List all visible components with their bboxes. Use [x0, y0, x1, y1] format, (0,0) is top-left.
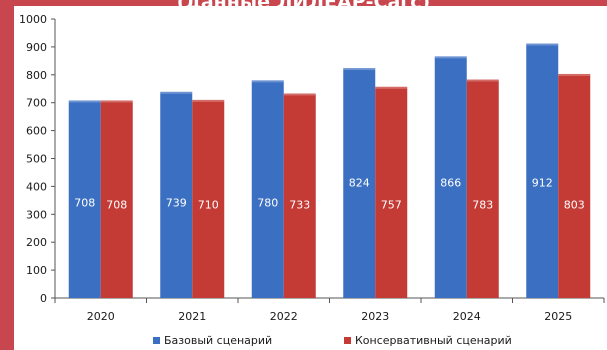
bar-highlight — [343, 68, 376, 71]
legend-swatch — [153, 337, 160, 344]
data-label: 708 — [74, 197, 95, 210]
bar-highlight — [160, 91, 193, 94]
x-tick-label: 2022 — [270, 310, 298, 323]
y-tick-label: 0 — [40, 292, 47, 305]
bar-highlight — [100, 100, 133, 103]
y-tick-label: 700 — [26, 97, 47, 110]
bar-highlight — [434, 56, 467, 59]
bar-conservative — [100, 100, 133, 298]
bar-highlight — [283, 93, 316, 96]
y-tick-label: 600 — [26, 125, 47, 138]
bar-highlight — [68, 100, 101, 103]
chart-panel: 0 100 200 300 400 500 600 700 800 900 1000 2020 202… — [14, 6, 607, 350]
data-label: 780 — [257, 197, 278, 210]
y-tick-label: 900 — [26, 41, 47, 54]
bars: 708 708 739 710 780 733 824 757 866 783 912 803 — [68, 43, 591, 298]
bar-base — [434, 56, 467, 298]
y-tick-label: 400 — [26, 180, 47, 193]
legend-label: Консервативный сценарий — [355, 334, 512, 347]
data-label: 757 — [381, 199, 402, 212]
bar-conservative — [283, 93, 316, 298]
data-label: 739 — [166, 197, 187, 210]
bar-highlight — [192, 99, 225, 102]
bar-base — [343, 68, 376, 298]
data-label: 710 — [198, 199, 219, 212]
bar-conservative — [375, 86, 408, 298]
bar-conservative — [192, 99, 225, 298]
legend-swatch — [344, 337, 351, 344]
y-tick-label: 1000 — [19, 13, 47, 26]
y-tick-label: 800 — [26, 69, 47, 82]
bar-base — [68, 100, 101, 298]
bar-conservative — [558, 73, 591, 298]
x-axis: 2020 2021 2022 2023 2024 2025 — [54, 297, 605, 323]
bar-highlight — [466, 79, 499, 82]
bar-base — [160, 91, 193, 298]
y-tick-label: 100 — [26, 264, 47, 277]
y-tick-label: 200 — [26, 236, 47, 249]
bar-highlight — [526, 43, 559, 46]
data-label: 708 — [106, 199, 127, 212]
bar-highlight — [375, 86, 408, 89]
y-tick-label: 300 — [26, 208, 47, 221]
x-tick-label: 2023 — [361, 310, 389, 323]
bar-base — [526, 43, 559, 298]
bar-highlight — [251, 80, 284, 83]
legend: Базовый сценарий Консервативный сценарий — [153, 334, 512, 347]
data-label: 912 — [532, 177, 553, 190]
data-label: 866 — [440, 177, 461, 190]
y-tick-label: 500 — [26, 153, 47, 166]
bar-highlight — [558, 73, 591, 76]
data-label: 733 — [289, 199, 310, 212]
x-tick-label: 2024 — [453, 310, 481, 323]
x-tick-label: 2021 — [178, 310, 206, 323]
data-label: 803 — [564, 199, 585, 212]
x-tick-label: 2025 — [544, 310, 572, 323]
x-tick-label: 2020 — [87, 310, 115, 323]
y-axis: 0 100 200 300 400 500 600 700 800 900 1000 — [19, 13, 56, 305]
legend-label: Базовый сценарий — [164, 334, 272, 347]
bar-conservative — [466, 79, 499, 298]
data-label: 783 — [472, 199, 493, 212]
data-label: 824 — [349, 177, 370, 190]
bar-base — [251, 80, 284, 298]
